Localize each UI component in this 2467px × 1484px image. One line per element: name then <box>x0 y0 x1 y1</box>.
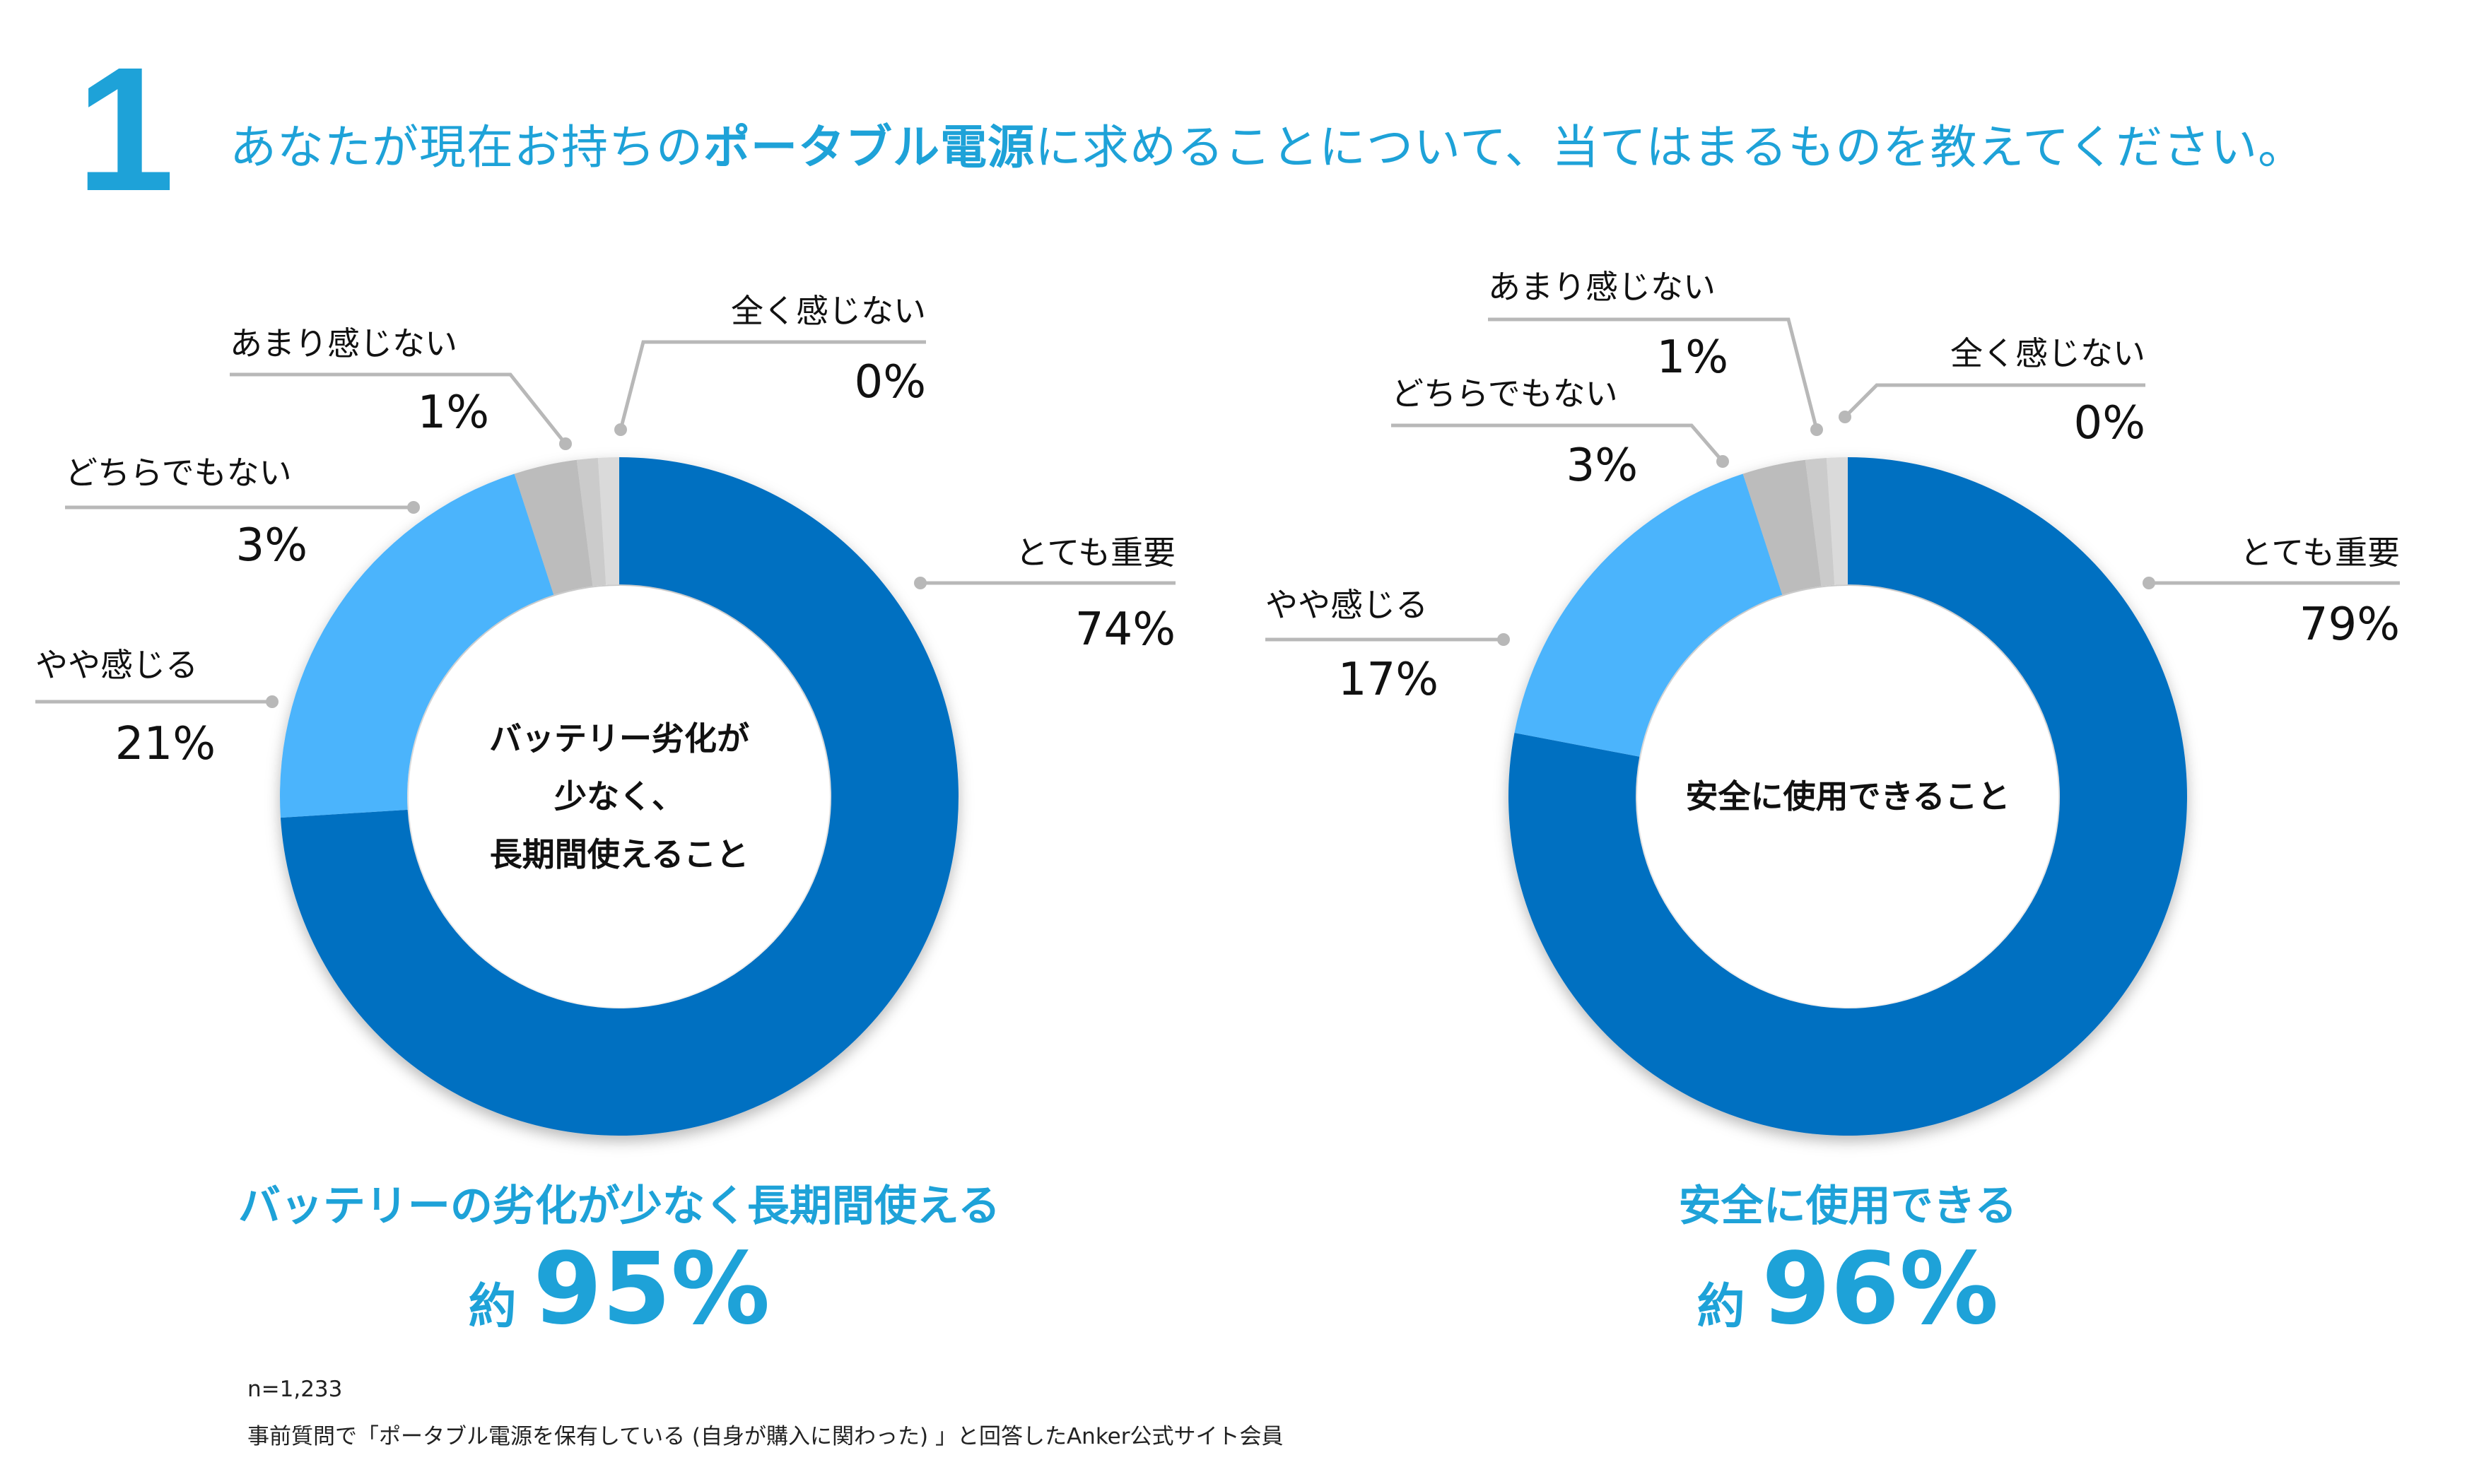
chart-1-center-label: 少なく、 <box>554 777 684 815</box>
question-text: あなたが現在お持ちのポータブル電源に求めることについて、当てはまるものを教えてく… <box>230 110 2305 177</box>
chart-2-slice-neutral <box>1742 459 1822 595</box>
chart-2-slice-very-important <box>1508 457 2187 1136</box>
sample-size-note: n=1,233 <box>247 1377 343 1402</box>
chart-1-slice-very-important <box>280 457 959 1136</box>
question-number: 1 <box>76 30 175 228</box>
chart-1-value-label-not-at-all: 0% <box>854 356 926 408</box>
chart-2-leader-not-much <box>1488 317 1819 430</box>
chart-2-category-label-neutral: どちらでもない <box>1391 375 1618 413</box>
chart-2-category-label-somewhat: やや感じる <box>1265 586 1428 624</box>
chart-2-ring <box>1508 457 2187 1136</box>
chart-2-category-label-not-much: あまり感じない <box>1488 268 1716 306</box>
chart-2-leader-dot-somewhat <box>1497 633 1510 646</box>
chart-1-slice-not-at-all <box>597 457 619 585</box>
chart-2-value-label-not-at-all: 0% <box>2073 397 2145 449</box>
chart-2-category-label-not-at-all: 全く感じない <box>1950 334 2145 372</box>
chart-1-hole <box>409 586 830 1007</box>
chart-1-summary-prefix: 約 <box>469 1279 534 1335</box>
chart-2-slice-not-much <box>1805 457 1835 587</box>
chart-1-slice-somewhat <box>280 473 554 818</box>
chart-2-value-label-somewhat: 17% <box>1338 654 1438 706</box>
chart-1-category-label-not-much: あまり感じない <box>230 324 457 363</box>
chart-1-center-label: 長期間使えること <box>490 835 749 873</box>
chart-2-slice-somewhat <box>1514 473 1783 757</box>
chart-1-ring <box>280 457 959 1136</box>
chart-2-leader-dot-not-at-all <box>1839 411 1851 423</box>
chart-2-leader-dot-not-much <box>1810 423 1823 436</box>
chart-2-value-label-not-much: 1% <box>1656 331 1728 384</box>
question-text-bold: ポータブル電源 <box>703 120 1035 175</box>
chart-2-category-label-very-important: とても重要 <box>2240 534 2400 572</box>
chart-1-summary: 約 95% <box>469 1232 770 1347</box>
chart-2-leader-not-at-all <box>1844 383 2145 418</box>
chart-2-center-label: 安全に使用できること <box>1685 777 2010 815</box>
chart-1-center-label: バッテリー劣化が <box>489 719 749 758</box>
chart-2-value-label-very-important: 79% <box>2299 599 2400 651</box>
source-note: 事前質問で「ポータブル電源を保有している (自身が購入に関わった) 」と回答した… <box>247 1424 1284 1449</box>
chart-1-leader-dot-not-much <box>559 437 572 450</box>
chart-1-category-label-not-at-all: 全く感じない <box>731 292 926 330</box>
chart-2-leader-dot-very-important <box>2143 577 2155 589</box>
chart-1-slice-neutral <box>514 459 593 595</box>
chart-2-title: 安全に使用できる <box>1679 1182 2017 1231</box>
chart-1-value-label-very-important: 74% <box>1075 603 1176 656</box>
chart-1-leader-dot-not-at-all <box>614 423 627 436</box>
question-text-before: あなたが現在お持ちの <box>230 120 703 175</box>
chart-2-leader-dot-neutral <box>1716 455 1729 468</box>
chart-2-hole <box>1637 586 2058 1007</box>
chart-1-leader-dot-very-important <box>914 577 927 589</box>
chart-1-leader-not-at-all <box>619 340 926 430</box>
chart-1-category-label-neutral: どちらでもない <box>65 454 292 492</box>
chart-2: 安全に使用できること とても重要 79% やや感じる 17% どちらでもない 3% あまり感じ… <box>1265 268 2400 1347</box>
chart-2-summary: 約 96% <box>1697 1232 1999 1347</box>
chart-2-slice-not-at-all <box>1826 457 1848 585</box>
chart-1-leader-dot-neutral <box>407 501 420 514</box>
question-text-after: に求めることについて、当てはまるものを教えてください。 <box>1035 120 2306 175</box>
chart-2-value-label-neutral: 3% <box>1566 440 1638 492</box>
chart-1-slice-not-much <box>576 457 607 587</box>
chart-2-summary-prefix: 約 <box>1697 1279 1762 1335</box>
chart-1-value-label-not-much: 1% <box>417 387 489 439</box>
chart-2-summary-value: 96% <box>1762 1232 1998 1347</box>
chart-1-summary-value: 95% <box>533 1232 770 1347</box>
chart-1-category-label-very-important: とても重要 <box>1016 534 1176 572</box>
chart-1-value-label-somewhat: 21% <box>115 718 216 770</box>
chart-1-category-label-somewhat: やや感じる <box>35 646 198 684</box>
chart-1-value-label-neutral: 3% <box>235 519 307 572</box>
chart-1-leader-not-much <box>230 372 567 445</box>
chart-1-leader-dot-somewhat <box>266 695 279 708</box>
chart-1-title: バッテリーの劣化が少なく長期間使える <box>238 1182 1000 1231</box>
chart-2-leader-neutral <box>1391 423 1724 463</box>
